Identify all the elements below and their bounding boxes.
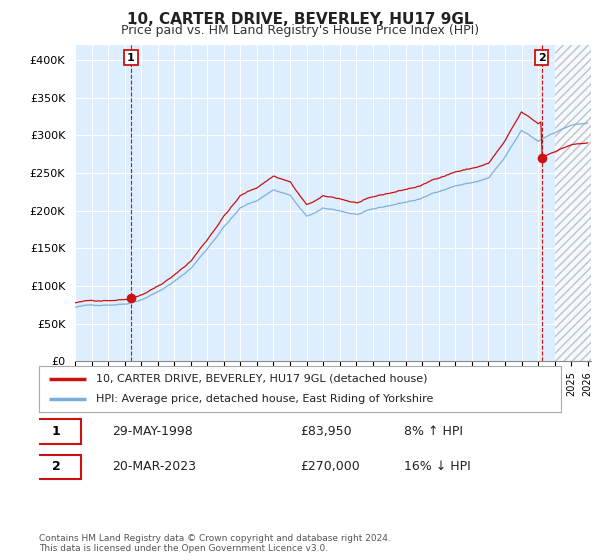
Text: 8% ↑ HPI: 8% ↑ HPI — [404, 425, 463, 438]
FancyBboxPatch shape — [31, 455, 81, 479]
Text: 1: 1 — [52, 425, 61, 438]
Text: 1: 1 — [127, 53, 135, 63]
Text: 2: 2 — [52, 460, 61, 473]
Text: 29-MAY-1998: 29-MAY-1998 — [112, 425, 193, 438]
Text: Price paid vs. HM Land Registry's House Price Index (HPI): Price paid vs. HM Land Registry's House … — [121, 24, 479, 36]
Text: 10, CARTER DRIVE, BEVERLEY, HU17 9GL (detached house): 10, CARTER DRIVE, BEVERLEY, HU17 9GL (de… — [97, 374, 428, 384]
Bar — [554, 45, 599, 361]
Text: 2: 2 — [538, 53, 545, 63]
Text: 10, CARTER DRIVE, BEVERLEY, HU17 9GL: 10, CARTER DRIVE, BEVERLEY, HU17 9GL — [127, 12, 473, 27]
FancyBboxPatch shape — [31, 419, 81, 444]
Text: Contains HM Land Registry data © Crown copyright and database right 2024.
This d: Contains HM Land Registry data © Crown c… — [39, 534, 391, 553]
Text: 16% ↓ HPI: 16% ↓ HPI — [404, 460, 471, 473]
Text: HPI: Average price, detached house, East Riding of Yorkshire: HPI: Average price, detached house, East… — [97, 394, 434, 404]
Text: 20-MAR-2023: 20-MAR-2023 — [112, 460, 196, 473]
Text: £270,000: £270,000 — [300, 460, 360, 473]
Text: £83,950: £83,950 — [300, 425, 352, 438]
Bar — [554, 45, 599, 361]
